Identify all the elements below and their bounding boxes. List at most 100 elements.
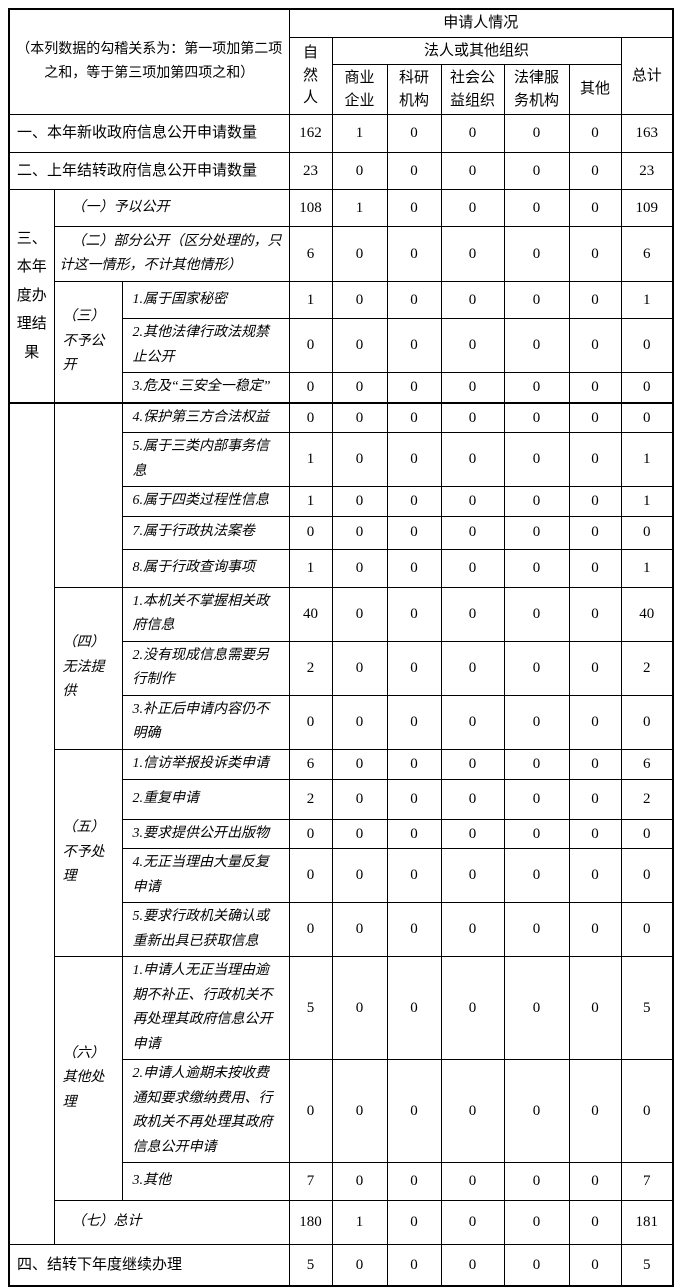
value-cell: 0 <box>620 318 674 373</box>
row-label: 3.补正后申请内容仍不明确 <box>121 694 290 750</box>
value-cell: 0 <box>440 956 505 1060</box>
value-cell: 0 <box>503 548 570 588</box>
value-cell: 0 <box>503 515 570 550</box>
row-label: 5.要求行政机关确认或重新出具已获取信息 <box>121 902 290 957</box>
value-cell: 5 <box>288 956 333 1060</box>
value-cell: 0 <box>568 956 622 1060</box>
value-cell: 0 <box>568 226 622 282</box>
row-label: 2.重复申请 <box>121 778 290 820</box>
value-cell: 6 <box>288 226 333 282</box>
value-cell: 0 <box>568 748 622 780</box>
value-cell: 0 <box>503 1200 570 1245</box>
row-label: 1.本机关不掌握相关政府信息 <box>121 586 290 642</box>
value-cell: 0 <box>331 281 388 319</box>
value-cell: 0 <box>440 1059 505 1163</box>
row-label: 8.属于行政查询事项 <box>121 548 290 588</box>
value-cell: 0 <box>440 226 505 282</box>
table-row: 8.属于行政查询事项 1 0 0 0 0 0 1 <box>9 548 674 588</box>
table-row: （本列数据的勾稽关系为：第一项加第二项之和，等于第三项加第四项之和） 申请人情况 <box>8 8 674 115</box>
header-org-col-business: 商业企业 <box>331 64 388 115</box>
value-cell: 7 <box>288 1162 333 1201</box>
value-cell: 0 <box>440 748 505 780</box>
value-cell: 0 <box>440 281 505 319</box>
value-cell: 0 <box>331 486 388 517</box>
value-cell: 0 <box>331 640 388 696</box>
value-cell: 0 <box>503 372 570 403</box>
table-row: 3.要求提供公开出版物 0 0 0 0 0 0 0 <box>9 818 674 849</box>
value-cell: 0 <box>386 1244 442 1286</box>
value-cell: 2 <box>620 640 674 696</box>
header-org-col-legal-service: 法律服务机构 <box>503 64 570 115</box>
value-cell: 0 <box>386 1200 442 1245</box>
value-cell: 0 <box>386 548 442 588</box>
value-cell: 0 <box>440 818 505 849</box>
table-row: 商业企业 科研机构 社会公益组织 法律服务机构 其他 <box>9 64 673 115</box>
value-cell: 1 <box>620 281 674 319</box>
value-cell: 0 <box>331 1162 388 1201</box>
table-row: （三）不予公开 1.属于国家秘密 1 0 0 0 0 0 1 <box>9 281 674 403</box>
value-cell: 1 <box>288 281 333 319</box>
group-label-other-processing: （六）其他处理 <box>53 956 123 1201</box>
value-cell: 0 <box>568 778 622 820</box>
value-cell: 0 <box>503 226 570 282</box>
value-cell: 0 <box>568 372 622 403</box>
row-label: 5.属于三类内部事务信息 <box>121 432 290 487</box>
value-cell: 0 <box>503 152 570 190</box>
value-cell: 0 <box>568 848 622 903</box>
row-label: 4.无正当理由大量反复申请 <box>121 848 290 903</box>
value-cell: 0 <box>386 748 442 780</box>
row-label: 1.申请人无正当理由逾期不补正、行政机关不再处理其政府信息公开申请 <box>121 956 290 1060</box>
value-cell: 0 <box>568 515 622 550</box>
row-label: （二）部分公开（区分处理的，只计这一情形，不计其他情形） <box>53 226 290 282</box>
value-cell: 0 <box>386 432 442 487</box>
value-cell: 0 <box>503 956 570 1060</box>
value-cell: 5 <box>620 956 674 1060</box>
header-legal-org: 法人或其他组织 <box>331 36 622 65</box>
group-label-no-processing: （五）不予处理 <box>53 748 123 957</box>
value-cell: 0 <box>386 189 442 227</box>
value-cell: 0 <box>568 152 622 190</box>
value-cell: 0 <box>503 432 570 487</box>
value-cell: 0 <box>331 515 388 550</box>
value-cell: 0 <box>386 1162 442 1201</box>
row-label: （一）予以公开 <box>53 189 290 227</box>
value-cell: 1 <box>331 1200 388 1245</box>
row-label: 3.其他 <box>121 1162 290 1201</box>
value-cell: 0 <box>440 189 505 227</box>
value-cell: 1 <box>620 486 674 517</box>
value-cell: 0 <box>503 318 570 373</box>
value-cell: 7 <box>620 1162 674 1201</box>
value-cell: 1 <box>288 548 333 588</box>
value-cell: 0 <box>288 848 333 903</box>
value-cell: 0 <box>386 956 442 1060</box>
value-cell: 5 <box>620 1244 674 1286</box>
value-cell: 0 <box>386 515 442 550</box>
value-cell: 0 <box>386 640 442 696</box>
value-cell: 0 <box>568 318 622 373</box>
value-cell: 0 <box>386 226 442 282</box>
header-org-col-research: 科研机构 <box>386 64 442 115</box>
row-label: 一、本年新收政府信息公开申请数量 <box>8 114 290 153</box>
value-cell: 0 <box>440 515 505 550</box>
value-cell: 0 <box>331 586 388 642</box>
value-cell: 0 <box>568 586 622 642</box>
value-cell: 0 <box>440 586 505 642</box>
value-cell: 0 <box>503 401 570 433</box>
value-cell: 108 <box>288 189 333 227</box>
value-cell: 0 <box>568 189 622 227</box>
value-cell: 1 <box>620 548 674 588</box>
row-label: 2.其他法律行政法规禁止公开 <box>121 318 290 373</box>
row-label: 1.属于国家秘密 <box>121 281 290 319</box>
row-label: 1.信访举报投诉类申请 <box>121 748 290 780</box>
value-cell: 0 <box>568 1059 622 1163</box>
value-cell: 0 <box>331 694 388 750</box>
header-natural-person: 自然人 <box>288 36 333 115</box>
table-row: 三、本年度办理结果 （一）予以公开 108 1 0 0 0 0 109 <box>8 189 674 403</box>
table-row: （四）无法提供 1.本机关不掌握相关政府信息 40 0 0 0 0 0 40 <box>9 586 674 750</box>
value-cell: 0 <box>386 778 442 820</box>
value-cell: 0 <box>331 226 388 282</box>
value-cell: 0 <box>440 848 505 903</box>
value-cell: 0 <box>503 778 570 820</box>
group-label-refuse-disclose: （三）不予公开 <box>53 281 123 403</box>
value-cell: 0 <box>503 281 570 319</box>
